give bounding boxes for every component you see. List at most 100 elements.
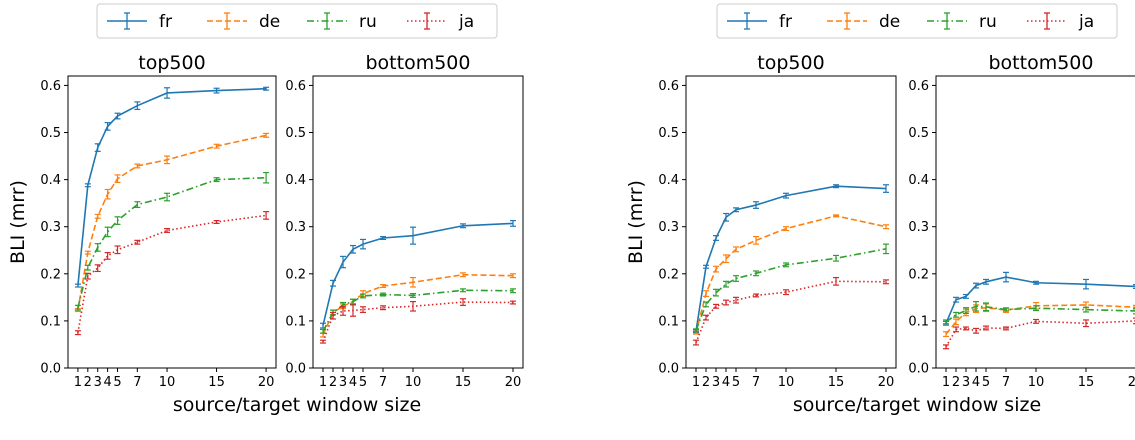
error-bar-ja: [733, 296, 739, 304]
error-bar-ru: [833, 254, 839, 262]
error-bar-fr: [340, 255, 346, 269]
error-bar-ja: [330, 311, 336, 320]
series-line-ja: [695, 280, 887, 343]
error-bar-ru: [723, 280, 729, 288]
error-bar-ru: [693, 328, 699, 333]
error-bar-fr: [753, 201, 759, 209]
error-bar-fr: [833, 184, 839, 189]
error-bar-ja: [460, 298, 466, 306]
error-bar-ja: [783, 289, 789, 296]
legend-label-de: de: [879, 12, 900, 32]
panel-title: top500: [138, 52, 205, 74]
error-bar-ru: [510, 288, 516, 294]
error-bar-de: [94, 213, 101, 219]
y-tick-label: 0.0: [285, 362, 306, 377]
error-bar-ja: [410, 300, 416, 312]
error-bar-ja: [953, 326, 959, 333]
x-axis-label: source/target window size: [793, 394, 1041, 416]
error-bar-ja: [164, 227, 171, 233]
error-bar-de: [104, 188, 111, 200]
error-bar-ru: [350, 298, 356, 305]
error-bar-de: [263, 132, 270, 138]
legend-item-fr: fr: [107, 12, 172, 32]
y-tick-label: 0.6: [285, 79, 306, 94]
y-tick-label: 0.0: [40, 362, 61, 377]
error-bar-fr: [263, 86, 270, 91]
error-bar-ru: [410, 292, 416, 298]
error-bar-ja: [963, 326, 969, 331]
error-bar-ru: [783, 262, 789, 268]
error-bar-ja: [84, 272, 91, 280]
series-line-de: [945, 304, 1135, 335]
series-line-ja: [322, 301, 514, 342]
error-bar-fr: [84, 183, 91, 188]
error-bar-fr: [510, 219, 516, 227]
error-bar-de: [713, 265, 719, 273]
error-bar-ru: [703, 301, 709, 308]
panel-title: bottom500: [366, 52, 471, 74]
error-bar-ja: [74, 330, 81, 336]
axes-frame: [67, 75, 277, 369]
error-bar-ja: [883, 279, 889, 285]
y-tick-label: 0.5: [908, 126, 929, 141]
x-tick-label: 2: [952, 375, 960, 390]
y-tick-label: 0.0: [658, 362, 679, 377]
y-tick-label: 0.0: [908, 362, 929, 377]
error-bar-fr: [963, 293, 969, 299]
y-tick-label: 0.6: [658, 79, 679, 94]
error-bar-fr: [380, 236, 386, 241]
x-tick-label: 20: [1128, 375, 1135, 390]
series-line-ru: [77, 176, 267, 308]
error-bar-de: [783, 226, 789, 232]
error-bar-ja: [713, 303, 719, 309]
error-bar-ru: [360, 293, 366, 299]
legend-frame: [96, 3, 498, 39]
error-bar-fr: [733, 207, 739, 213]
legend-frame: [716, 3, 1118, 39]
x-tick-label: 7: [379, 375, 387, 390]
error-bar-ru: [953, 311, 959, 318]
x-tick-label: 3: [962, 375, 970, 390]
error-bar-ja: [973, 327, 979, 334]
x-tick-label: 5: [982, 375, 990, 390]
legend-label-ja: ja: [458, 12, 474, 32]
error-bar-fr: [460, 223, 466, 229]
legend-left: fr de ru ja: [96, 3, 498, 39]
error-bar-ja: [360, 306, 366, 314]
y-tick-label: 0.6: [908, 79, 929, 94]
y-tick-label: 0.2: [658, 267, 679, 282]
series-group: [693, 184, 889, 346]
x-tick-label: 4: [972, 375, 980, 390]
x-tick-label: 3: [339, 375, 347, 390]
x-tick-label: 3: [712, 375, 720, 390]
error-bar-de: [213, 143, 220, 149]
x-tick-label: 7: [133, 375, 141, 390]
error-bar-ja: [753, 293, 759, 298]
error-bar-fr: [953, 296, 959, 303]
y-tick-label: 0.5: [285, 126, 306, 141]
x-tick-label: 7: [752, 375, 760, 390]
error-bar-ru: [983, 302, 989, 312]
y-tick-label: 0.4: [658, 173, 679, 188]
error-bar-ru: [973, 300, 979, 312]
error-bar-de: [114, 174, 121, 184]
error-bar-fr: [360, 238, 366, 250]
error-bar-ja: [1083, 319, 1089, 328]
error-bar-ja: [1033, 318, 1039, 324]
error-bar-ja: [94, 264, 101, 273]
x-tick-label: 15: [455, 375, 472, 390]
x-tick-label: 5: [113, 375, 121, 390]
x-tick-label: 15: [828, 375, 845, 390]
x-tick-label: 1: [74, 375, 82, 390]
x-tick-label: 3: [94, 375, 102, 390]
error-bar-fr: [703, 264, 709, 269]
legend-item-ja: ja: [1027, 12, 1094, 32]
legend-label-ru: ru: [359, 12, 377, 32]
error-bar-ja: [943, 344, 949, 350]
error-bar-de: [953, 318, 959, 326]
legend-item-ja: ja: [407, 12, 474, 32]
x-tick-label: 10: [1028, 375, 1045, 390]
error-bar-de: [410, 276, 416, 288]
error-bar-ja: [213, 219, 220, 225]
